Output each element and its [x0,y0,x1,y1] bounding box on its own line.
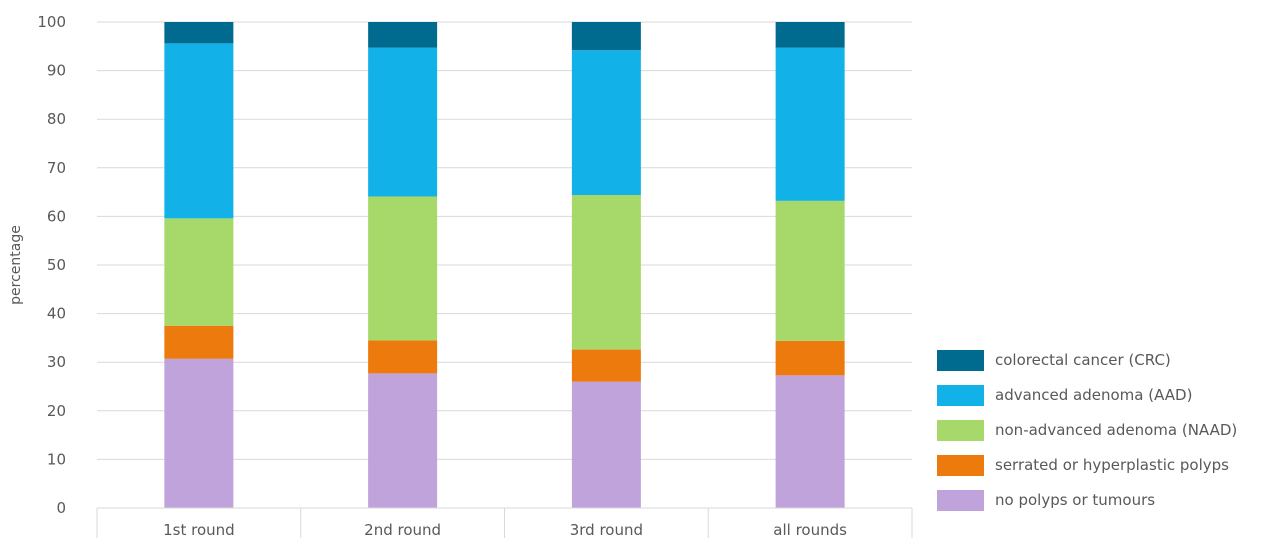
legend-swatch [937,455,984,476]
legend-label: advanced adenoma (AAD) [995,386,1192,404]
bar-segment [571,381,641,508]
bar-segment [368,47,438,197]
y-tick-label: 80 [47,110,66,128]
bar-segment [164,43,234,219]
bar-segment [164,218,234,326]
bar-segment [571,349,641,382]
bar-segment [368,373,438,508]
bar-segment [775,22,845,48]
legend-label: non-advanced adenoma (NAAD) [995,421,1237,439]
legend-label: no polyps or tumours [995,491,1155,509]
legend-label: colorectal cancer (CRC) [995,351,1171,369]
x-tick-label: all rounds [773,521,847,538]
bar-segment [164,325,234,359]
x-axis: 1st round 2nd round 3rd round all rounds [96,507,913,538]
y-tick-label: 90 [47,62,66,80]
bar-segment [164,22,234,44]
y-axis: 0 10 20 30 40 50 60 70 80 90 100 [37,13,66,517]
y-tick-label: 0 [56,499,66,517]
legend-swatch [937,420,984,441]
legend-swatch [937,350,984,371]
legend: colorectal cancer (CRC) advanced adenoma … [937,350,1237,511]
y-tick-label: 40 [47,305,66,323]
y-tick-label: 60 [47,207,66,225]
y-tick-label: 50 [47,256,66,274]
bar-segment [164,358,234,508]
y-tick-label: 70 [47,159,66,177]
legend-label: serrated or hyperplastic polyps [995,456,1229,474]
legend-swatch [937,490,984,511]
bar-segment [368,340,438,374]
x-tick-label: 3rd round [570,521,643,538]
x-tick-label: 2nd round [364,521,441,538]
bar-segment [571,50,641,196]
bar-segment [571,22,641,51]
x-tick-label: 1st round [163,521,235,538]
bar-segment [775,340,845,376]
y-tick-label: 100 [37,13,66,31]
bars [164,22,845,508]
y-tick-label: 30 [47,353,66,371]
y-tick-label: 20 [47,402,66,420]
bar-segment [571,195,641,350]
bar-segment [775,375,845,508]
bar-segment [775,200,845,341]
bar-segment [368,22,438,48]
bar-segment [368,196,438,341]
y-axis-title: percentage [8,225,24,305]
bar-segment [775,47,845,201]
legend-swatch [937,385,984,406]
y-tick-label: 10 [47,450,66,468]
